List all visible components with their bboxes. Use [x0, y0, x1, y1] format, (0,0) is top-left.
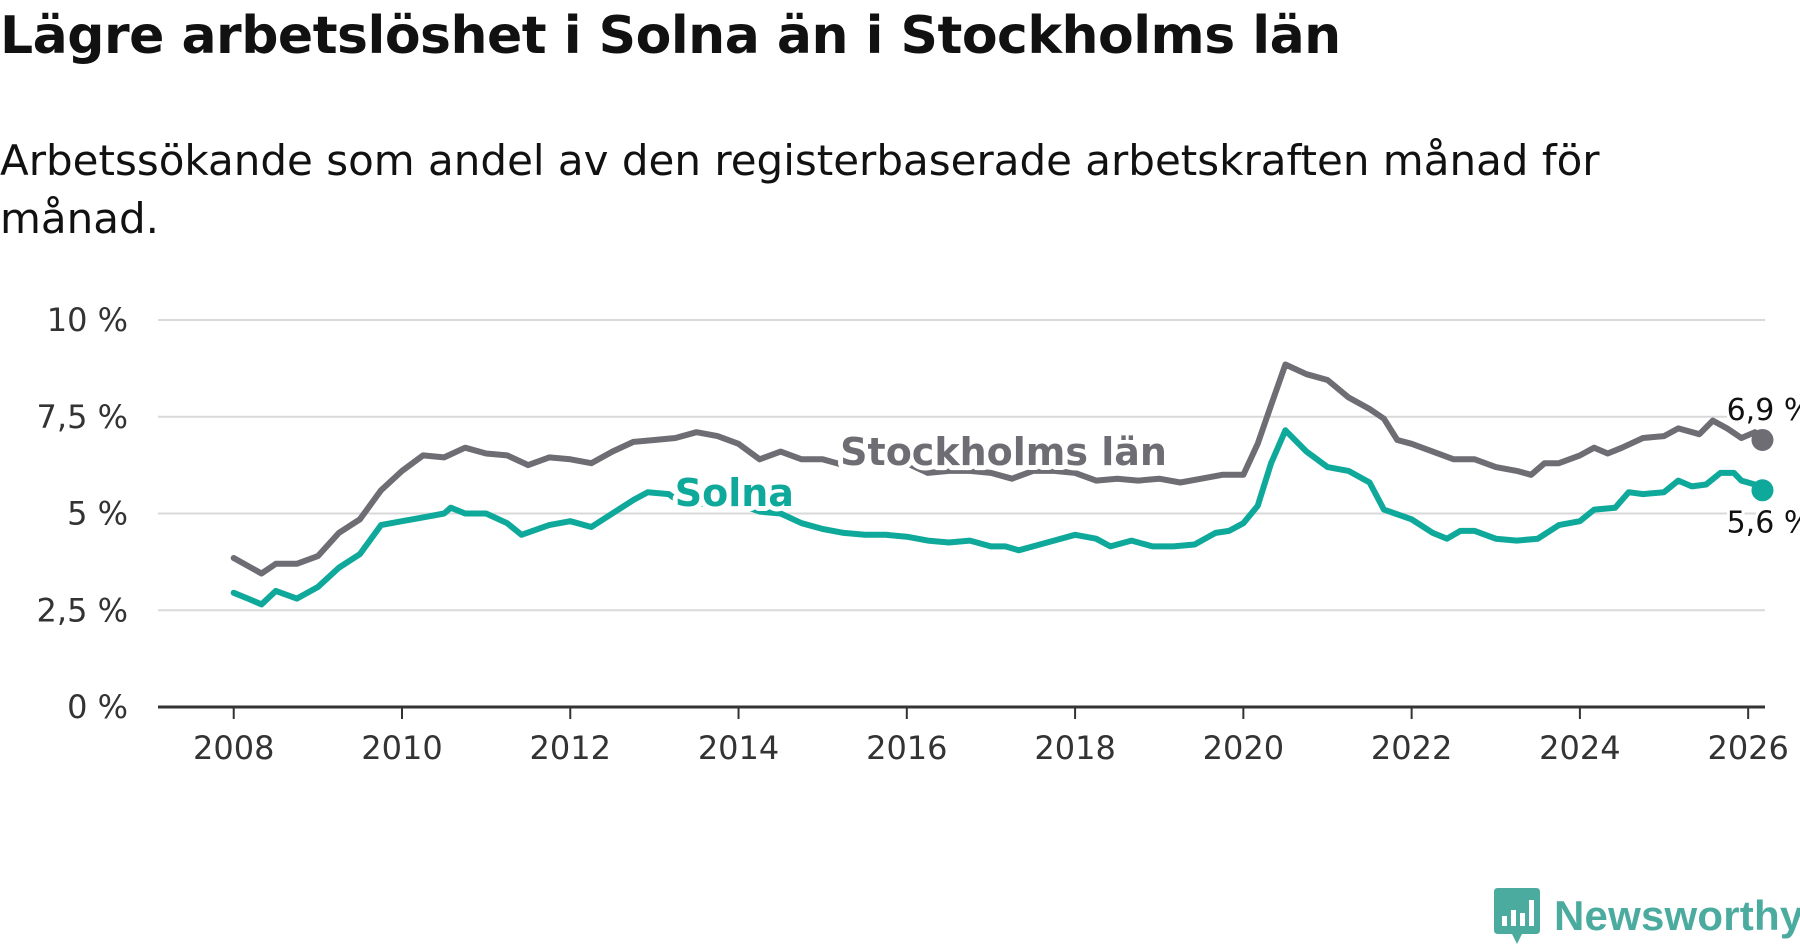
y-tick-label: 10 %	[47, 301, 128, 339]
x-tick-label: 2024	[1539, 729, 1620, 767]
series-line-stockholms-l-n	[230, 361, 1766, 577]
y-tick-label: 0 %	[67, 688, 128, 726]
x-tick-label: 2010	[361, 729, 442, 767]
end-point-solna	[1751, 479, 1774, 502]
y-tick-label: 5 %	[67, 495, 128, 533]
y-axis-labels: 0 % 2,5 % 5 % 7,5 % 10 %	[37, 301, 128, 726]
x-tick-label: 2022	[1371, 729, 1452, 767]
end-point-stockholms-l-n	[1751, 428, 1774, 451]
y-tick-label: 2,5 %	[37, 591, 128, 629]
line-chart: 0 % 2,5 % 5 % 7,5 % 10 % 2008 2010 2012 2014 201…	[37, 301, 1800, 767]
newsworthy-logo-icon	[1494, 888, 1540, 944]
end-label-solna: 5,6 %	[1727, 505, 1800, 540]
logo-text: Newsworthy	[1554, 892, 1800, 939]
chart-subtitle: Arbetssökande som andel av den registerb…	[0, 136, 1600, 243]
series-labels: Stockholms län Solna 6,9 % 5,6 %	[670, 390, 1800, 543]
x-axis-labels: 2008 2010 2012 2014 2016 2018 2020 2022 2024 2026	[193, 707, 1789, 767]
series-line-solna	[230, 427, 1766, 608]
x-tick-label: 2026	[1707, 729, 1788, 767]
x-tick-label: 2014	[698, 729, 779, 767]
x-tick-label: 2016	[866, 729, 947, 767]
chart-title: Lägre arbetslöshet i Solna än i Stockhol…	[0, 6, 1341, 66]
y-tick-label: 7,5 %	[37, 398, 128, 436]
grid-lines	[158, 319, 1765, 612]
series-label-stockholms-l-n: Stockholms län	[840, 430, 1167, 474]
end-label-stockholms-l-n: 6,9 %	[1727, 393, 1800, 428]
x-tick-label: 2008	[193, 729, 274, 767]
x-tick-label: 2012	[530, 729, 611, 767]
series-lines	[230, 361, 1774, 608]
newsworthy-logo[interactable]: Newsworthy	[1492, 882, 1800, 950]
x-tick-label: 2018	[1034, 729, 1115, 767]
series-label-solna: Solna	[675, 471, 794, 515]
x-tick-label: 2020	[1203, 729, 1284, 767]
